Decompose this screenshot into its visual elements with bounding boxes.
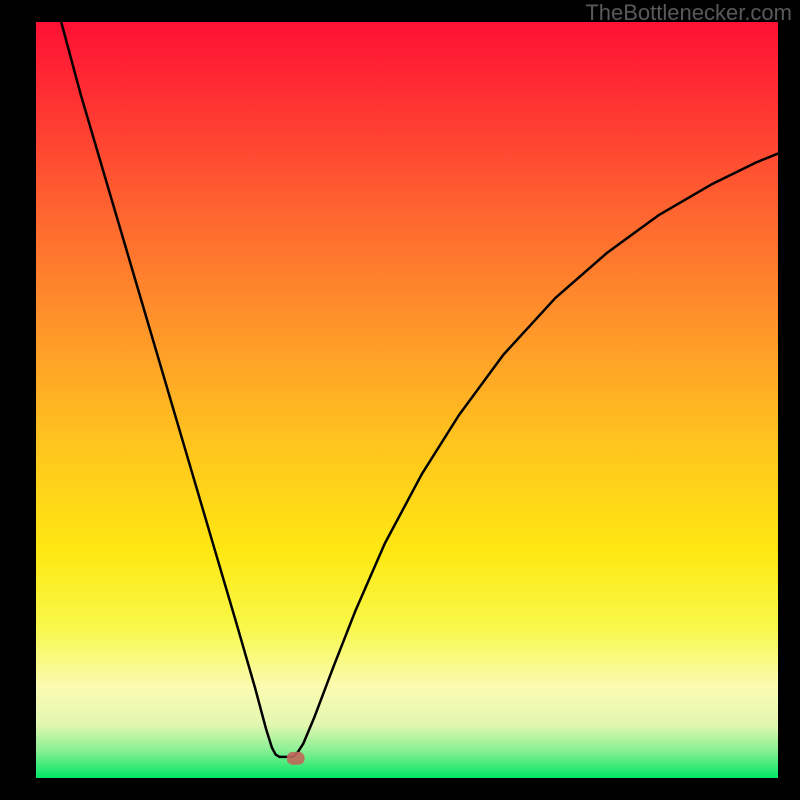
chart-frame: TheBottlenecker.com	[0, 0, 800, 800]
plot-background	[36, 22, 778, 778]
optimal-marker	[287, 752, 305, 765]
watermark-text: TheBottlenecker.com	[585, 0, 792, 26]
chart-svg	[0, 0, 800, 800]
